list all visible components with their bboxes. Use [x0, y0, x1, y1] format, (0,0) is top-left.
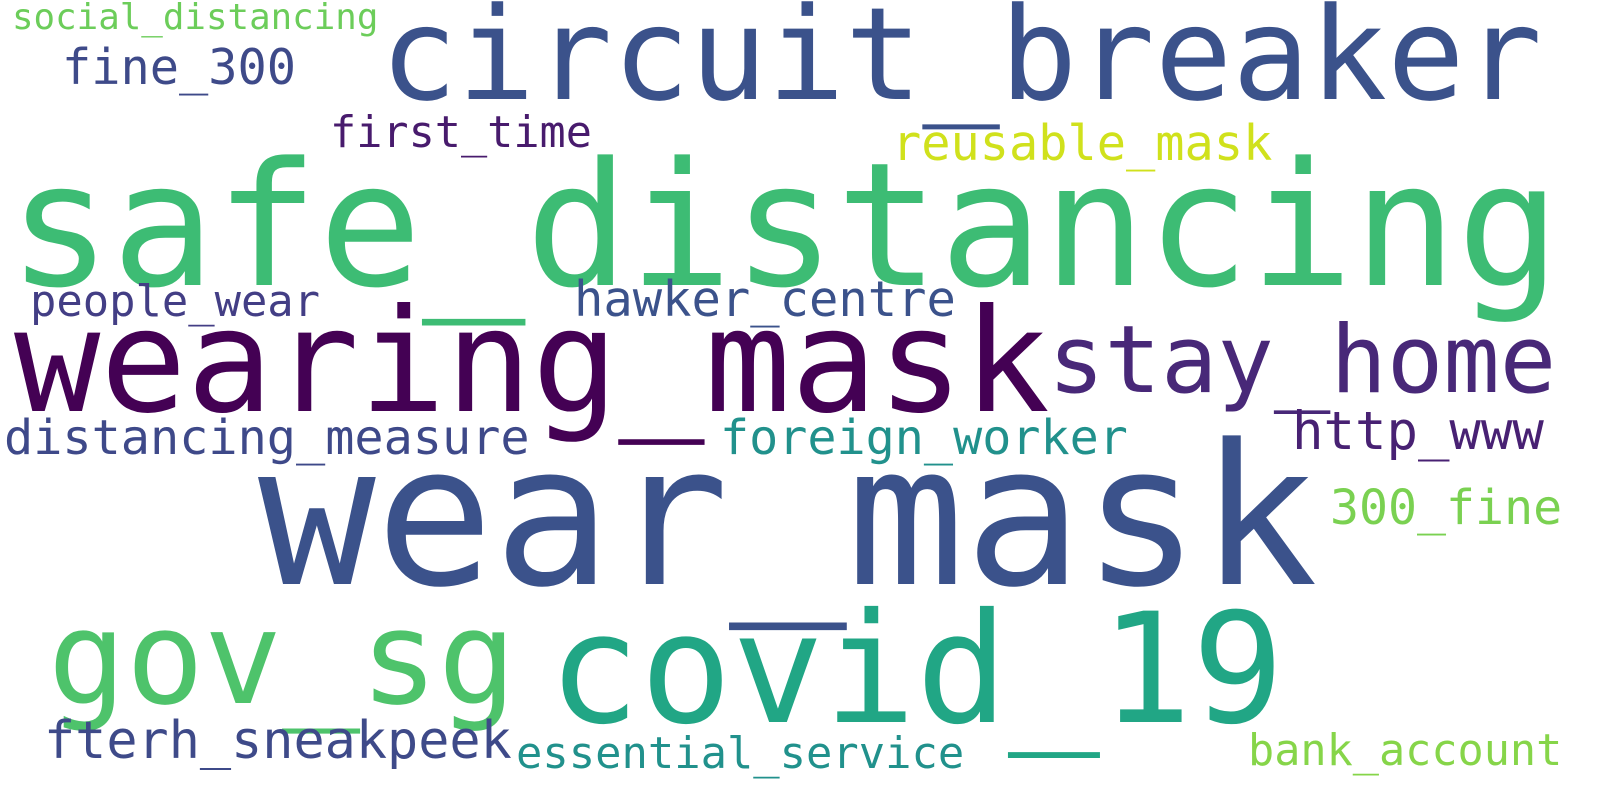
- word-hawker-centre: hawker_centre: [574, 271, 956, 328]
- word-wearing-mask: wearing_mask: [14, 278, 1050, 445]
- word-stay-home: stay_home: [1048, 306, 1557, 415]
- word-wear-mask: wear_mask: [258, 403, 1318, 631]
- word-gov-sg: gov_sg: [48, 583, 517, 734]
- word-circuit-breaker: circuit_breaker: [380, 0, 1543, 130]
- word-300-fine: 300_fine: [1330, 480, 1563, 536]
- word-first-time: first_time: [330, 108, 592, 158]
- word-distancing-measure: distancing_measure: [4, 410, 530, 466]
- word-covid-19: covid_19: [548, 581, 1284, 759]
- word-foreign-worker: foreign_worker: [720, 410, 1128, 466]
- word-social-distancing: social_distancing: [12, 0, 379, 38]
- word-people-wear: people_wear: [30, 276, 321, 327]
- word-safe-distancing: safe_distancing: [8, 125, 1561, 326]
- word-fterh-sneakpeek: fterh_sneakpeek: [44, 711, 512, 771]
- word-essential-service: essential_service: [516, 728, 965, 779]
- word-reusable-mask: reusable_mask: [892, 116, 1273, 172]
- word-bank-account: bank_account: [1248, 726, 1563, 776]
- word-fine-300: fine_300: [62, 40, 297, 96]
- word-http-www: http_www: [1292, 401, 1544, 462]
